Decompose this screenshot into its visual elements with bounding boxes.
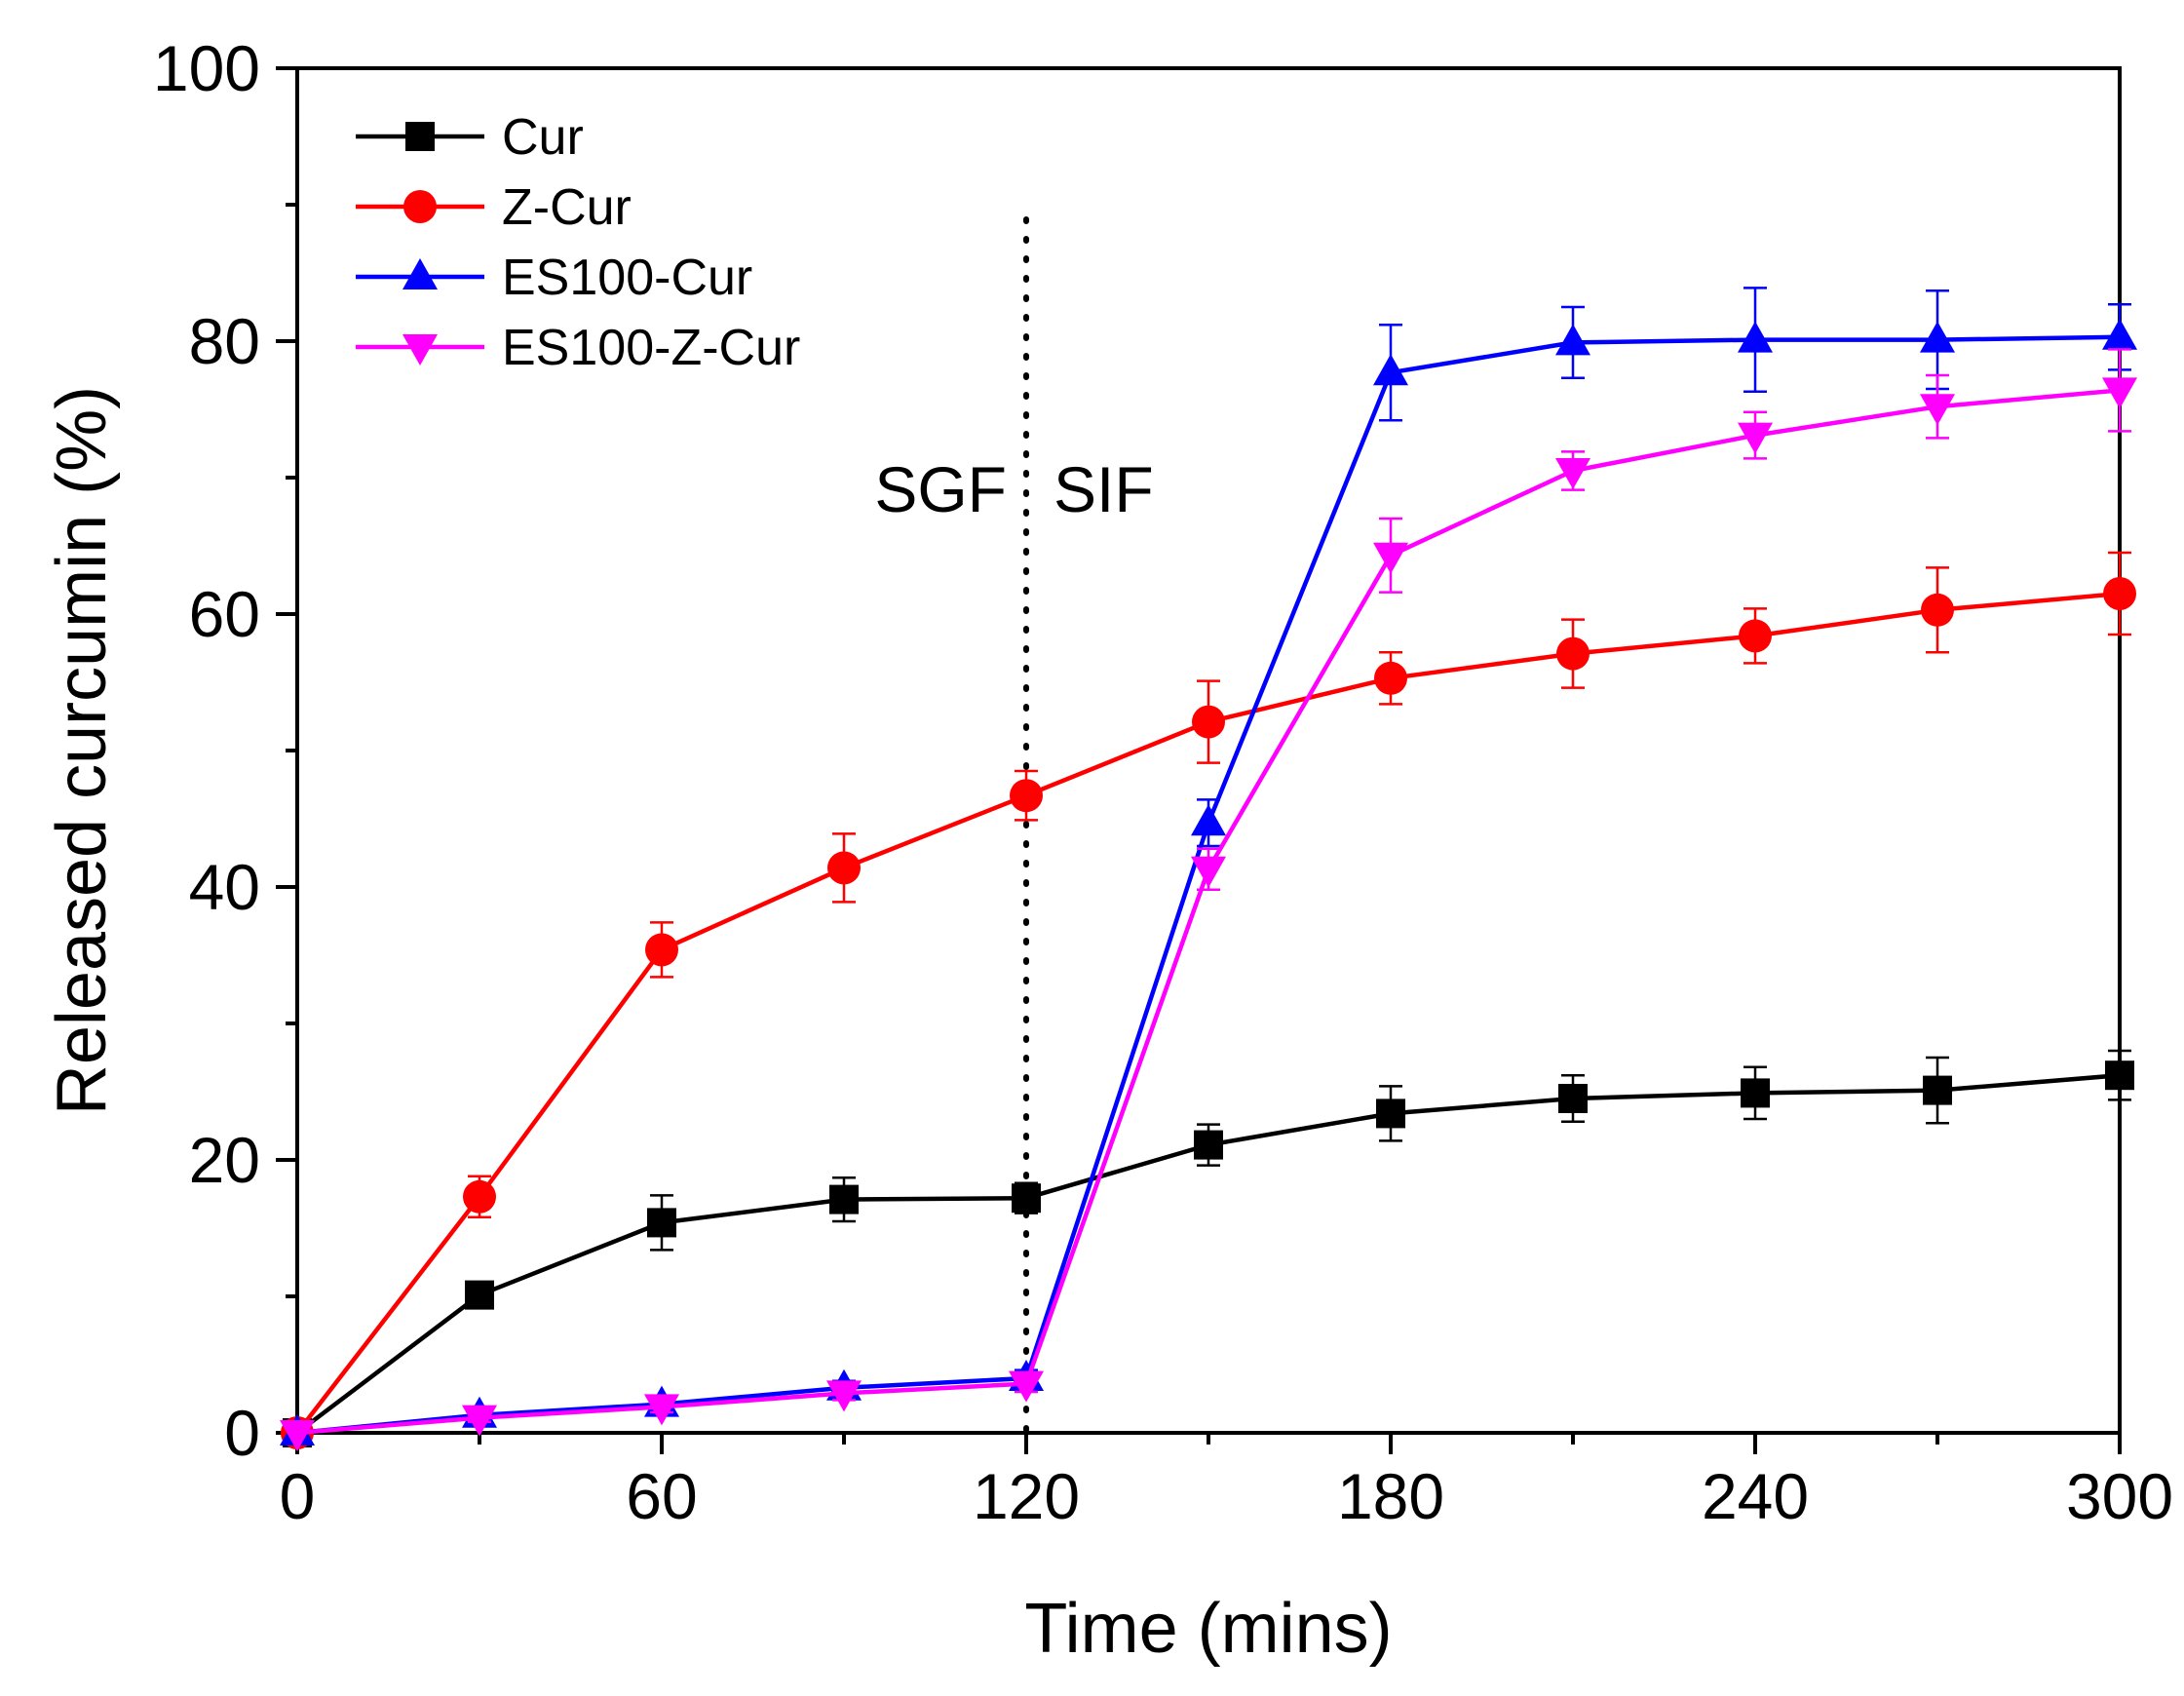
data-point	[644, 1394, 679, 1426]
data-point	[826, 1380, 862, 1412]
data-point	[2102, 377, 2137, 409]
data-point	[280, 1420, 315, 1451]
data-point	[1555, 458, 1590, 489]
data-point	[1920, 321, 1955, 353]
x-tick-label: 180	[1337, 1460, 1444, 1532]
x-tick-label: 240	[1702, 1460, 1809, 1532]
x-axis-title: Time (mins)	[1024, 1590, 1392, 1668]
data-point	[1191, 856, 1226, 888]
data-point	[645, 933, 678, 967]
data-point	[463, 1179, 496, 1214]
sif-annotation: SIF	[1054, 453, 1154, 525]
data-point	[1192, 705, 1225, 739]
data-point	[2102, 318, 2137, 350]
legend-marker	[403, 190, 437, 223]
x-tick-label: 0	[280, 1460, 316, 1532]
legend-label: Z-Cur	[502, 179, 632, 236]
legend-item-cur: Cur	[356, 109, 584, 166]
y-tick-label: 80	[189, 305, 260, 377]
x-axis: 0 60 120 180 240 300	[280, 1433, 2173, 1532]
legend-marker	[402, 334, 438, 366]
data-point	[462, 1405, 497, 1437]
data-point	[1009, 1370, 1044, 1403]
y-tick-label: 20	[189, 1124, 260, 1196]
data-point	[1010, 779, 1043, 813]
legend-label: ES100-Z-Cur	[502, 320, 800, 376]
legend-item-es100-cur: ES100-Cur	[356, 250, 752, 306]
y-axis: 0 20 40 60 80 100	[153, 32, 297, 1469]
data-point	[1920, 394, 1955, 426]
series-z-cur	[281, 551, 2136, 1449]
data-point	[2103, 577, 2136, 610]
data-point	[1923, 1075, 1952, 1105]
x-tick-label: 60	[626, 1460, 697, 1532]
legend-label: Cur	[502, 109, 584, 166]
data-point	[2105, 1060, 2134, 1091]
data-point	[1374, 661, 1407, 695]
series-line	[296, 388, 2121, 1436]
data-point	[465, 1280, 494, 1310]
legend: Cur Z-Cur ES100-Cur ES100-Z-Cur	[356, 109, 800, 376]
data-point	[1738, 321, 1773, 353]
series-es100-z-cur	[280, 348, 2137, 1451]
data-point	[829, 1184, 859, 1214]
y-tick-label: 100	[153, 32, 260, 104]
data-point	[1741, 1078, 1770, 1108]
data-point	[1738, 422, 1773, 454]
data-point	[1556, 636, 1590, 671]
legend-label: ES100-Cur	[502, 250, 752, 306]
data-point	[647, 1208, 676, 1238]
y-tick-label: 60	[189, 578, 260, 650]
data-point	[827, 851, 861, 885]
data-point	[1558, 1084, 1588, 1113]
data-point	[1921, 593, 1954, 627]
data-point	[1739, 619, 1772, 653]
legend-item-es100-z-cur: ES100-Z-Cur	[356, 320, 800, 376]
data-point	[1012, 1183, 1041, 1214]
series-cur	[283, 1049, 2134, 1447]
data-point	[1373, 542, 1408, 574]
x-tick-label: 300	[2066, 1460, 2173, 1532]
legend-item-z-cur: Z-Cur	[356, 179, 632, 236]
data-point	[1373, 354, 1408, 386]
data-point	[1191, 804, 1226, 836]
series-layer	[280, 287, 2137, 1451]
data-point	[1555, 324, 1590, 356]
sgf-annotation: SGF	[874, 453, 1007, 525]
y-tick-label: 0	[224, 1397, 260, 1469]
data-point	[1194, 1130, 1223, 1160]
y-tick-label: 40	[189, 851, 260, 923]
legend-marker	[405, 122, 435, 151]
x-tick-label: 120	[973, 1460, 1080, 1532]
y-axis-title: Released curcumin (%)	[43, 386, 121, 1115]
legend-marker	[402, 258, 438, 289]
data-point	[1376, 1099, 1405, 1129]
